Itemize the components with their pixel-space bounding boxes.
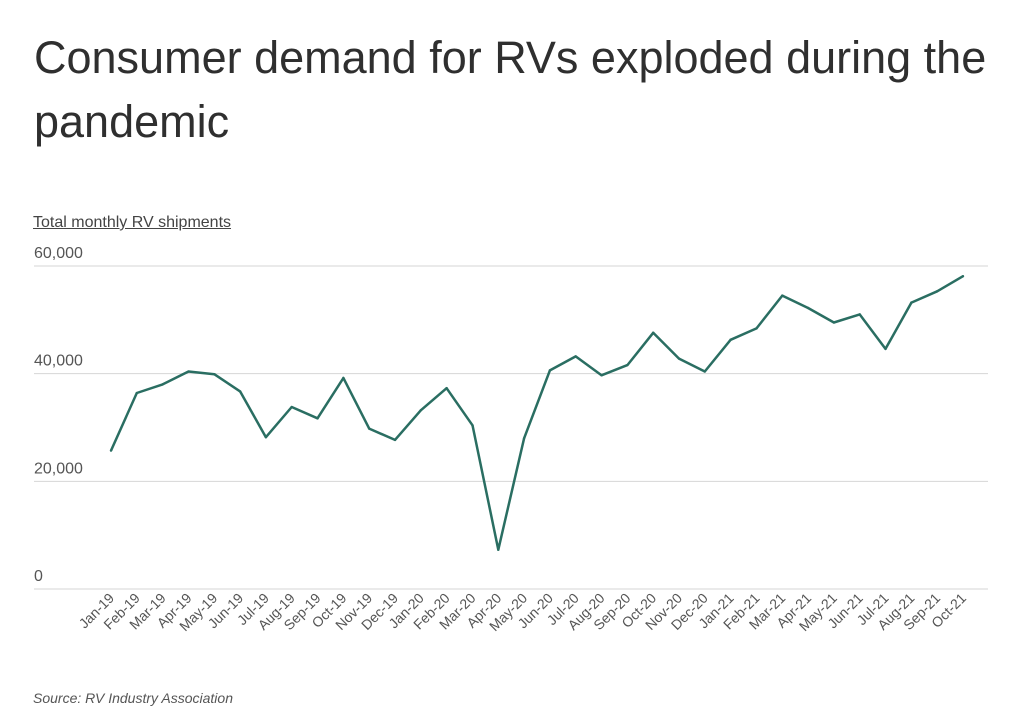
data-point [342, 376, 345, 380]
data-point [497, 548, 500, 551]
data-point [522, 437, 526, 440]
chart-title: Consumer demand for RVs exploded during … [34, 32, 987, 147]
gridlines [34, 265, 988, 590]
data-point [677, 357, 681, 360]
y-axis-tick-labels: 0 20,000 40,000 60,000 [34, 245, 83, 585]
y-tick-label: 60,000 [34, 245, 83, 262]
data-point [703, 370, 707, 373]
data-point [755, 327, 758, 330]
data-point [187, 370, 190, 373]
data-point [135, 391, 139, 395]
data-point [290, 405, 293, 409]
data-point [858, 313, 861, 316]
data-point [316, 417, 319, 420]
data-point [574, 355, 577, 358]
data-point [935, 290, 939, 293]
data-point [548, 369, 552, 372]
y-tick-label: 40,000 [34, 353, 83, 370]
series-line [109, 275, 964, 551]
data-point [264, 435, 268, 439]
data-point [910, 301, 913, 304]
data-point [238, 390, 242, 393]
data-point [109, 449, 113, 452]
y-tick-label: 20,000 [34, 460, 83, 477]
data-point [832, 321, 836, 324]
data-point [419, 409, 423, 412]
data-point [367, 427, 371, 430]
x-axis-tick-labels: Jan-19Feb-19Mar-19Apr-19May-19Jun-19Jul-… [76, 590, 970, 634]
y-tick-label: 0 [34, 568, 43, 585]
chart-subtitle: Total monthly RV shipments [33, 214, 232, 231]
data-point [884, 347, 887, 351]
data-point [651, 331, 655, 334]
data-point [161, 383, 164, 386]
data-point [213, 373, 216, 376]
data-point [781, 294, 784, 297]
data-point [600, 374, 603, 377]
data-point [961, 275, 965, 278]
data-point [626, 363, 629, 367]
data-point [471, 424, 474, 427]
data-point [729, 338, 732, 341]
data-point [445, 387, 448, 390]
data-point [806, 306, 810, 310]
data-point [393, 438, 397, 442]
source-note: Source: RV Industry Association [33, 690, 233, 706]
series-layer [109, 275, 965, 551]
